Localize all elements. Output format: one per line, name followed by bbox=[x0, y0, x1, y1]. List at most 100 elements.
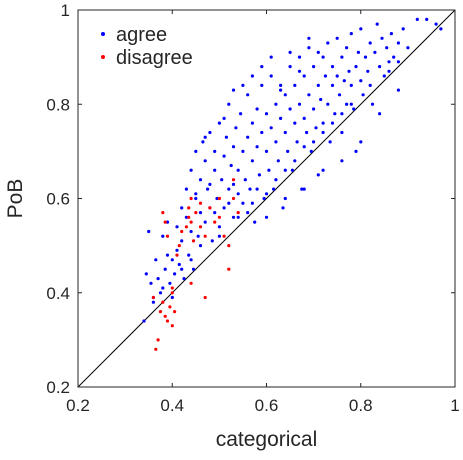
legend-label-agree: agree bbox=[116, 24, 167, 46]
agree-point bbox=[173, 272, 177, 276]
agree-point bbox=[359, 79, 363, 83]
agree-point bbox=[213, 211, 217, 215]
agree-point bbox=[274, 178, 278, 182]
disagree-point bbox=[163, 314, 167, 318]
agree-point bbox=[340, 112, 344, 116]
agree-point bbox=[231, 182, 236, 186]
agree-point bbox=[269, 55, 273, 59]
disagree-point bbox=[189, 196, 193, 201]
agree-point bbox=[354, 65, 358, 69]
agree-point bbox=[283, 168, 287, 172]
agree-point bbox=[234, 126, 238, 130]
agree-point bbox=[262, 196, 266, 201]
disagree-point bbox=[173, 310, 177, 314]
agree-point bbox=[375, 22, 379, 26]
agree-point bbox=[392, 55, 396, 59]
agree-point bbox=[302, 145, 306, 149]
agree-point bbox=[321, 130, 325, 135]
agree-point bbox=[236, 192, 240, 196]
x-tick-label: 1 bbox=[450, 396, 459, 415]
agree-point bbox=[231, 145, 236, 149]
agree-point bbox=[151, 300, 155, 304]
agree-point bbox=[309, 149, 313, 153]
agree-point bbox=[274, 140, 278, 144]
agree-point bbox=[165, 220, 170, 224]
agree-point bbox=[191, 267, 196, 271]
agree-point bbox=[335, 36, 339, 40]
disagree-point bbox=[156, 338, 160, 342]
agree-point bbox=[297, 69, 302, 73]
disagree-point bbox=[175, 253, 179, 257]
agree-point bbox=[217, 225, 221, 229]
agree-point bbox=[345, 46, 349, 50]
disagree-point bbox=[189, 281, 193, 285]
disagree-point bbox=[158, 310, 163, 314]
disagree-point bbox=[161, 211, 165, 215]
agree-point bbox=[203, 159, 207, 163]
agree-point bbox=[290, 168, 294, 172]
identity-line bbox=[77, 9, 456, 388]
agree-point bbox=[180, 206, 184, 210]
agree-point bbox=[307, 46, 311, 50]
agree-point bbox=[255, 145, 259, 149]
agree-point bbox=[323, 74, 327, 78]
agree-point bbox=[194, 149, 198, 153]
agree-point bbox=[373, 50, 377, 55]
disagree-point bbox=[184, 225, 188, 229]
disagree-point bbox=[165, 234, 170, 238]
disagree-point bbox=[208, 206, 212, 210]
agree-point bbox=[203, 220, 207, 224]
agree-point bbox=[180, 239, 184, 243]
agree-point bbox=[260, 130, 264, 135]
agree-point bbox=[198, 244, 203, 248]
agree-point bbox=[217, 121, 221, 125]
agree-point bbox=[330, 121, 335, 125]
agree-point bbox=[434, 22, 438, 26]
agree-point bbox=[227, 102, 231, 106]
agree-point bbox=[227, 187, 231, 191]
agree-point bbox=[368, 41, 372, 45]
agree-point bbox=[286, 149, 290, 153]
agree-point bbox=[279, 116, 283, 120]
agree-point bbox=[250, 201, 254, 205]
y-axis-title: PoB bbox=[4, 179, 27, 219]
agree-point bbox=[276, 159, 280, 163]
disagree-point bbox=[163, 220, 167, 224]
agree-point bbox=[260, 65, 264, 69]
disagree-point bbox=[170, 286, 174, 290]
agree-point bbox=[305, 130, 309, 135]
reference-line-layer bbox=[77, 9, 456, 388]
agree-point bbox=[274, 102, 278, 106]
agree-point bbox=[300, 187, 304, 191]
agree-point bbox=[213, 149, 217, 153]
agree-point bbox=[161, 286, 165, 290]
agree-point bbox=[328, 140, 332, 144]
disagree-point bbox=[213, 220, 217, 224]
disagree-point bbox=[227, 244, 231, 248]
agree-point bbox=[297, 102, 302, 106]
agree-point bbox=[345, 102, 349, 106]
points-layer bbox=[142, 17, 443, 351]
agree-point bbox=[406, 46, 410, 50]
disagree-point bbox=[187, 206, 191, 210]
disagree-point bbox=[151, 295, 155, 300]
agree-point bbox=[198, 178, 203, 182]
agree-point bbox=[307, 93, 311, 97]
agree-point bbox=[340, 55, 344, 59]
agree-point bbox=[241, 201, 245, 205]
agree-point bbox=[222, 116, 226, 120]
agree-point bbox=[307, 36, 311, 40]
agree-point bbox=[279, 88, 283, 92]
agree-point bbox=[250, 74, 254, 78]
disagree-point bbox=[217, 196, 221, 201]
agree-point bbox=[267, 168, 271, 172]
agree-point bbox=[415, 17, 419, 21]
disagree-point bbox=[168, 305, 172, 309]
agree-point bbox=[149, 281, 153, 285]
agree-point bbox=[184, 187, 188, 191]
agree-point bbox=[359, 27, 363, 31]
disagree-point bbox=[161, 300, 165, 304]
disagree-point bbox=[191, 239, 196, 243]
series-disagree bbox=[151, 178, 240, 351]
agree-point bbox=[288, 65, 292, 69]
